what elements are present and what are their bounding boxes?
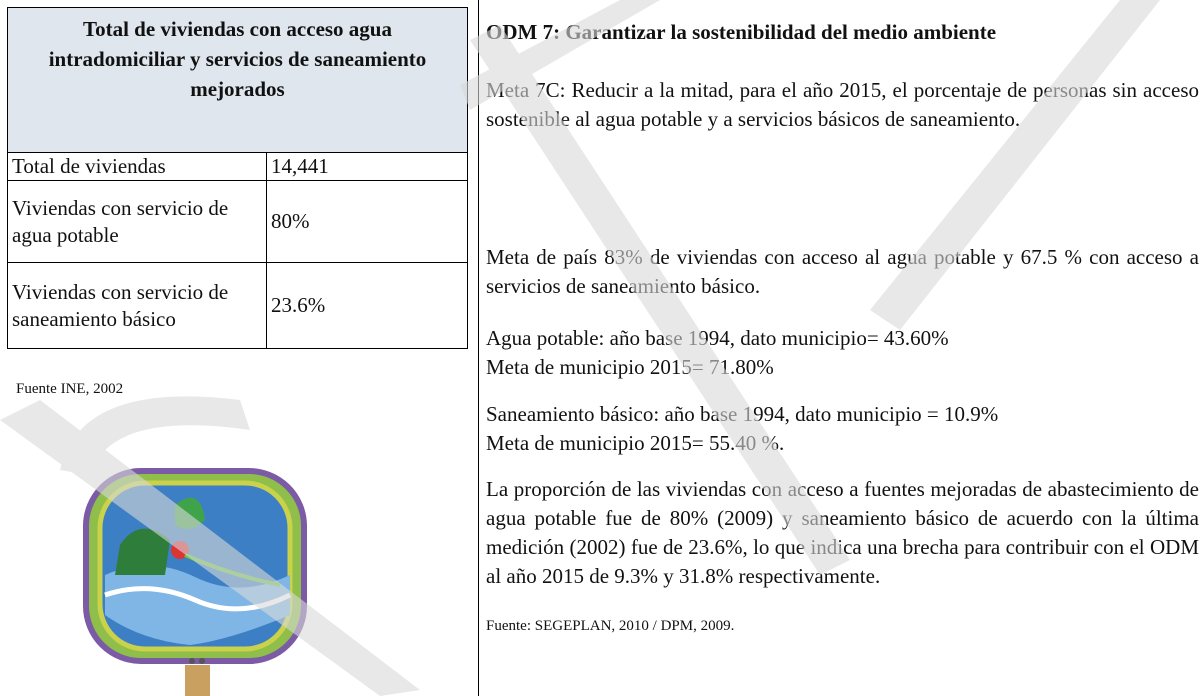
row-value: 14,441 (266, 152, 468, 181)
table-source: Fuente INE, 2002 (16, 381, 124, 397)
row-value: 23.6% (266, 262, 468, 349)
row-value: 80% (266, 180, 468, 263)
paragraph: Meta de país 83% de viviendas con acceso… (486, 243, 1199, 301)
text-line: Agua potable: año base 1994, dato munici… (486, 326, 949, 350)
paragraph: La proporción de las viviendas con acces… (486, 475, 1199, 591)
logo (83, 468, 307, 696)
text-line: Meta de municipio 2015= 55.40 %. (486, 431, 785, 455)
housing-table: Total de viviendas con acceso agua intra… (7, 7, 468, 349)
text-line: La proporción de las viviendas con acces… (486, 477, 1199, 588)
row-label: Viviendas con servicio de agua potable (7, 180, 267, 263)
text-line: Meta de municipio 2015= 71.80% (486, 355, 774, 379)
paragraph: Meta 7C: Reducir a la mitad, para el año… (486, 76, 1199, 134)
paragraph: Saneamiento básico: año base 1994, dato … (486, 400, 1199, 458)
goal-panel: ODM 7: Garantizar la sostenibilidad del … (478, 0, 1203, 696)
text-line: Meta 7C: Reducir a la mitad, para el año… (486, 78, 1199, 131)
panel-source: Fuente: SEGEPLAN, 2010 / DPM, 2009. (486, 618, 735, 634)
text-line: Saneamiento básico: año base 1994, dato … (486, 402, 999, 426)
panel-title: ODM 7: Garantizar la sostenibilidad del … (486, 20, 997, 44)
row-label: Total de viviendas (7, 152, 267, 181)
row-label: Viviendas con servicio de saneamiento bá… (7, 262, 267, 349)
table-title: Total de viviendas con acceso agua intra… (7, 7, 468, 153)
text-line: Meta de país 83% de viviendas con acceso… (486, 245, 1199, 298)
paragraph: Agua potable: año base 1994, dato munici… (486, 324, 1199, 382)
